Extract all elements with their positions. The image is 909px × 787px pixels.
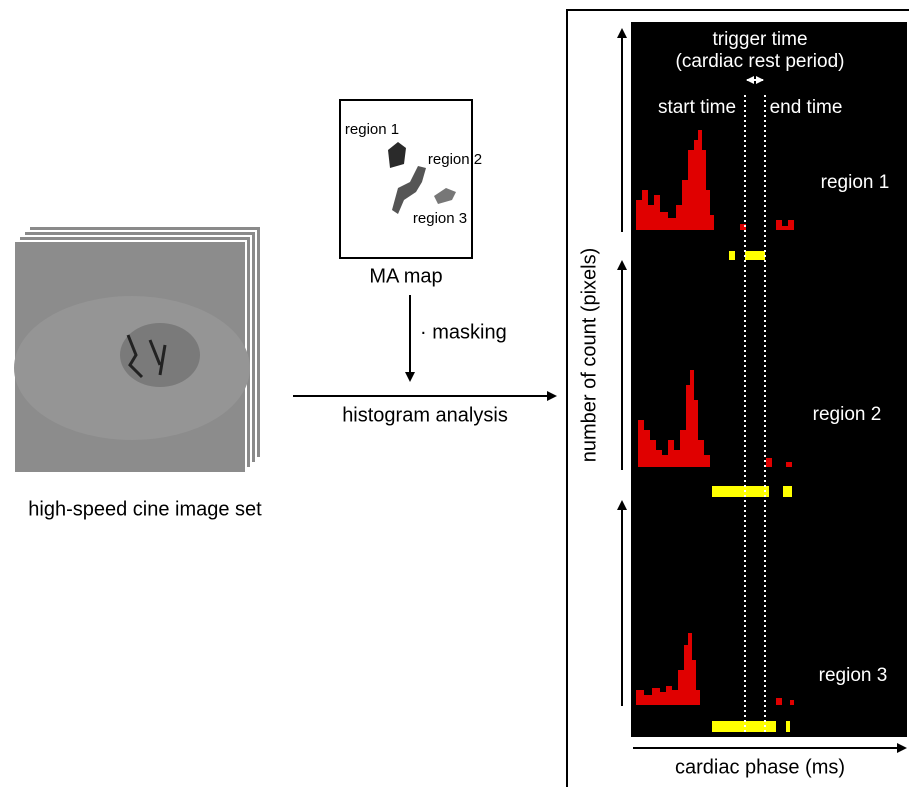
stack-label: high-speed cine image set: [28, 498, 262, 520]
rest-bar: [783, 486, 792, 497]
trigger-title: trigger time: [712, 29, 807, 50]
trigger-subtitle: (cardiac rest period): [676, 51, 845, 72]
map-region-label: region 1: [345, 121, 399, 138]
diagram: high-speed cine image set region 1 regio…: [0, 0, 909, 787]
histogram-label: histogram analysis: [342, 404, 508, 426]
map-region-label: region 2: [428, 151, 482, 168]
rest-bar: [745, 251, 765, 260]
region-label: region 3: [819, 665, 888, 686]
masking-label: · masking: [420, 321, 507, 343]
start-label: start time: [658, 97, 736, 118]
y-label: number of count (pixels): [578, 248, 600, 463]
ma-map-label: MA map: [369, 265, 442, 287]
histogram-panel: [631, 22, 907, 737]
region-label: region 1: [821, 172, 890, 193]
rest-bar: [786, 721, 790, 732]
map-region-label: region 3: [413, 210, 467, 227]
region-label: region 2: [813, 404, 882, 425]
rest-bar: [729, 251, 735, 260]
image-stack: [14, 226, 261, 473]
end-label: end time: [770, 97, 843, 118]
x-label: cardiac phase (ms): [675, 756, 845, 778]
rest-bar: [712, 486, 769, 497]
